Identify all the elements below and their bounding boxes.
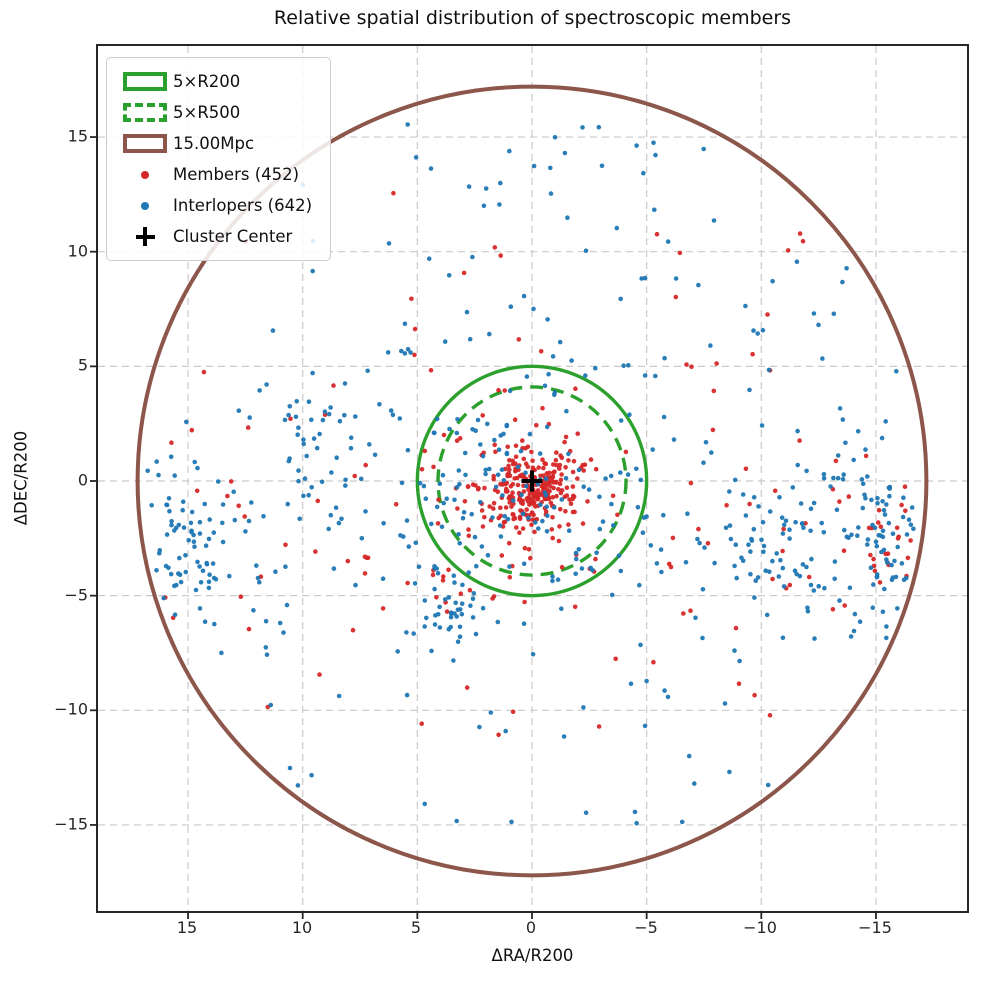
y-tick-label: 10: [67, 241, 88, 261]
y-axis-label: ΔDEC/R200: [11, 430, 31, 526]
x-axis-label: ΔRA/R200: [491, 946, 574, 965]
legend-item-15mpc: 15.00Mpc: [117, 128, 312, 159]
x-tick-label: 10: [291, 918, 313, 937]
plot-area: 5×R200 5×R500 15.00Mpc Members (452) Int…: [90, 44, 969, 919]
r200-circle-swatch-icon: [123, 72, 167, 91]
y-tick-label: 0: [77, 470, 88, 490]
legend-item-cluster-center: Cluster Center: [117, 221, 312, 252]
x-tick-label: 5: [410, 918, 422, 937]
legend-label: Members (452): [173, 165, 300, 184]
y-tick-label: 15: [67, 126, 88, 146]
interlopers-dot-icon: [141, 201, 149, 210]
y-tick-label: −15: [54, 814, 88, 834]
x-tick-label: −10: [743, 918, 777, 937]
mpc-circle-swatch-icon: [123, 134, 167, 153]
y-tick-label: 5: [77, 355, 88, 375]
legend-item-members: Members (452): [117, 159, 312, 190]
plus-marker-icon: [135, 227, 155, 246]
x-tick-label: 15: [176, 918, 198, 937]
axis-ticks: [90, 136, 877, 919]
legend-label: Interlopers (642): [173, 196, 313, 215]
cluster-center-marker: [521, 470, 543, 492]
legend-label: 15.00Mpc: [173, 134, 255, 153]
scatter-plot-canvas: [90, 46, 967, 919]
x-tick-label: −5: [634, 918, 658, 937]
legend-label: 5×R200: [173, 72, 241, 91]
legend-item-5xr200: 5×R200: [117, 66, 312, 97]
y-tick-label: −10: [54, 699, 88, 719]
series-interlopers: [145, 122, 916, 826]
members-dot-icon: [141, 170, 149, 179]
legend-item-interlopers: Interlopers (642): [117, 190, 312, 221]
chart-title: Relative spatial distribution of spectro…: [273, 7, 792, 29]
series-members: [163, 190, 913, 738]
legend-label: Cluster Center: [173, 227, 293, 246]
y-tick-label: −5: [64, 585, 88, 605]
legend: 5×R200 5×R500 15.00Mpc Members (452) Int…: [106, 57, 332, 261]
legend-label: 5×R500: [173, 103, 241, 122]
x-tick-label: −15: [858, 918, 892, 937]
overlay-circles: [135, 84, 929, 878]
x-tick-label: 0: [525, 918, 537, 937]
r500-circle-swatch-icon: [123, 103, 167, 122]
legend-item-5xr500: 5×R500: [117, 97, 312, 128]
